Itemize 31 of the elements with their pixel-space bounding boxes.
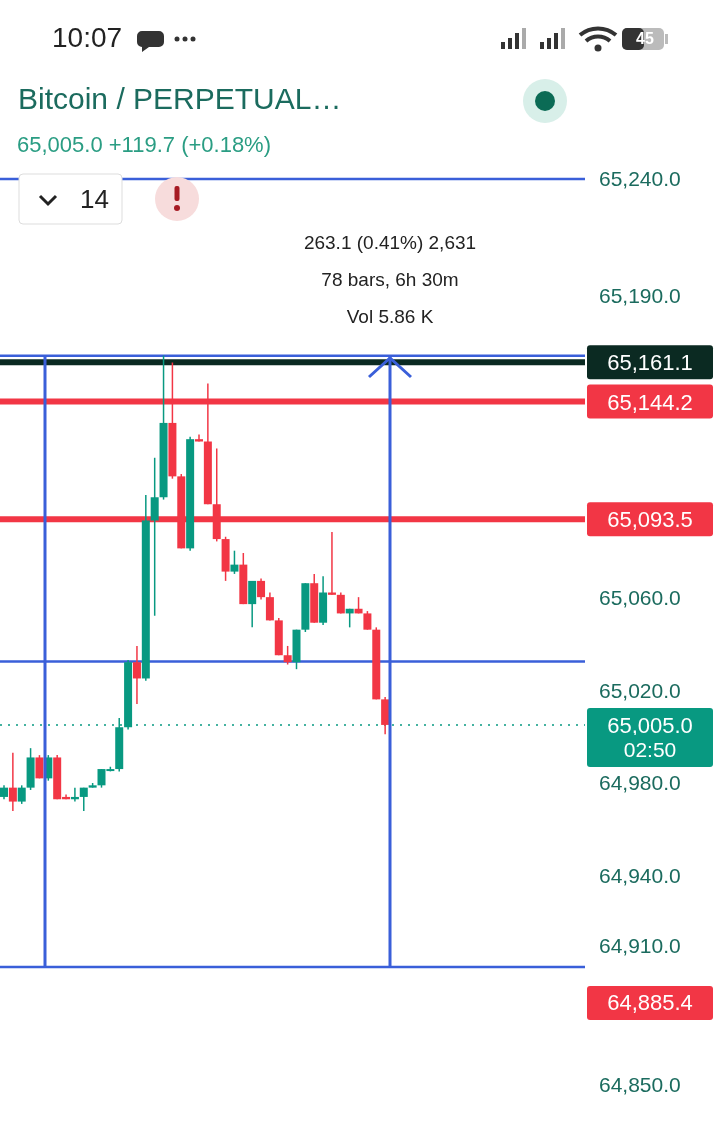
- y-tick-label: 64,910.0: [599, 934, 681, 958]
- candlestick: [8, 752, 17, 812]
- ref-line-label: 65,144.2: [607, 389, 693, 415]
- ref-line-label: 65,005.0: [607, 712, 693, 738]
- y-tick-label: 65,240.0: [599, 167, 681, 191]
- candlestick: [257, 577, 266, 601]
- candlestick: [17, 784, 26, 805]
- annotation: 14: [80, 184, 109, 215]
- chart-subtitle: 65,005.0 +119.7 (+0.18%): [17, 132, 272, 158]
- candlestick: [283, 645, 292, 666]
- annotation: 78 bars, 6h 30m: [320, 269, 460, 291]
- y-tick-label: 65,060.0: [599, 585, 681, 609]
- candlestick: [248, 580, 257, 629]
- candlestick: [150, 457, 159, 617]
- text: 02:50: [623, 738, 677, 761]
- y-tick-label: 65,190.0: [599, 283, 681, 307]
- y-tick-label: 64,940.0: [599, 864, 681, 888]
- candlestick: [132, 645, 141, 705]
- candlestick: [265, 591, 274, 622]
- text: 10:07: [52, 22, 123, 54]
- annotation: Vol 5.86 K: [345, 306, 435, 328]
- annotation: 263.1 (0.41%) 2,631: [302, 232, 478, 254]
- text: 64,885.4: [587, 986, 713, 1020]
- candlestick: [230, 549, 239, 575]
- ref-line-label: 65,161.1: [607, 350, 693, 376]
- candlestick: [363, 610, 372, 631]
- y-tick-label: 65,020.0: [599, 678, 681, 702]
- y-tick-label: 64,850.0: [599, 1073, 681, 1097]
- y-tick-label: 64,980.0: [599, 771, 681, 795]
- chart-title: Bitcoin / PERPETUAL…: [18, 82, 342, 116]
- ref-line-label: 65,093.5: [607, 507, 693, 533]
